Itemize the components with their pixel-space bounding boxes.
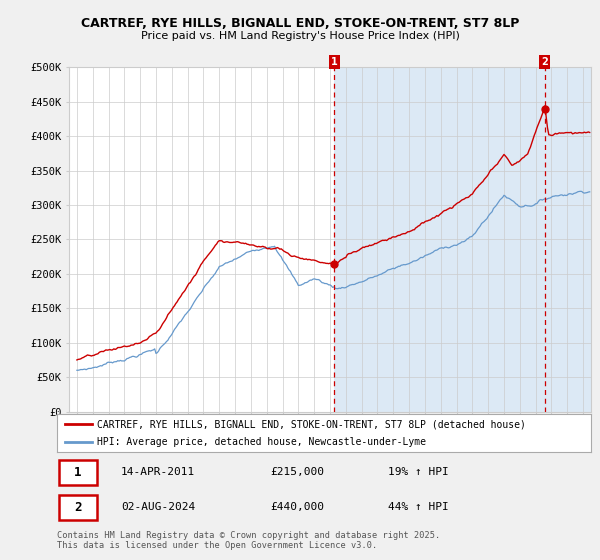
- Text: HPI: Average price, detached house, Newcastle-under-Lyme: HPI: Average price, detached house, Newc…: [97, 437, 426, 447]
- Text: 1: 1: [331, 57, 338, 67]
- FancyBboxPatch shape: [59, 494, 97, 520]
- Text: Contains HM Land Registry data © Crown copyright and database right 2025.
This d: Contains HM Land Registry data © Crown c…: [57, 531, 440, 550]
- Text: £215,000: £215,000: [271, 468, 325, 477]
- Text: 2: 2: [541, 57, 548, 67]
- Text: £440,000: £440,000: [271, 502, 325, 512]
- FancyBboxPatch shape: [59, 460, 97, 485]
- Text: 02-AUG-2024: 02-AUG-2024: [121, 502, 196, 512]
- Text: 19% ↑ HPI: 19% ↑ HPI: [388, 468, 449, 477]
- Text: 1: 1: [74, 466, 82, 479]
- Text: CARTREF, RYE HILLS, BIGNALL END, STOKE-ON-TRENT, ST7 8LP (detached house): CARTREF, RYE HILLS, BIGNALL END, STOKE-O…: [97, 419, 526, 429]
- Bar: [334, 67, 591, 412]
- Text: 2: 2: [74, 501, 82, 514]
- Text: CARTREF, RYE HILLS, BIGNALL END, STOKE-ON-TRENT, ST7 8LP: CARTREF, RYE HILLS, BIGNALL END, STOKE-O…: [81, 17, 519, 30]
- Text: 14-APR-2011: 14-APR-2011: [121, 468, 196, 477]
- Text: Price paid vs. HM Land Registry's House Price Index (HPI): Price paid vs. HM Land Registry's House …: [140, 31, 460, 41]
- Text: 44% ↑ HPI: 44% ↑ HPI: [388, 502, 449, 512]
